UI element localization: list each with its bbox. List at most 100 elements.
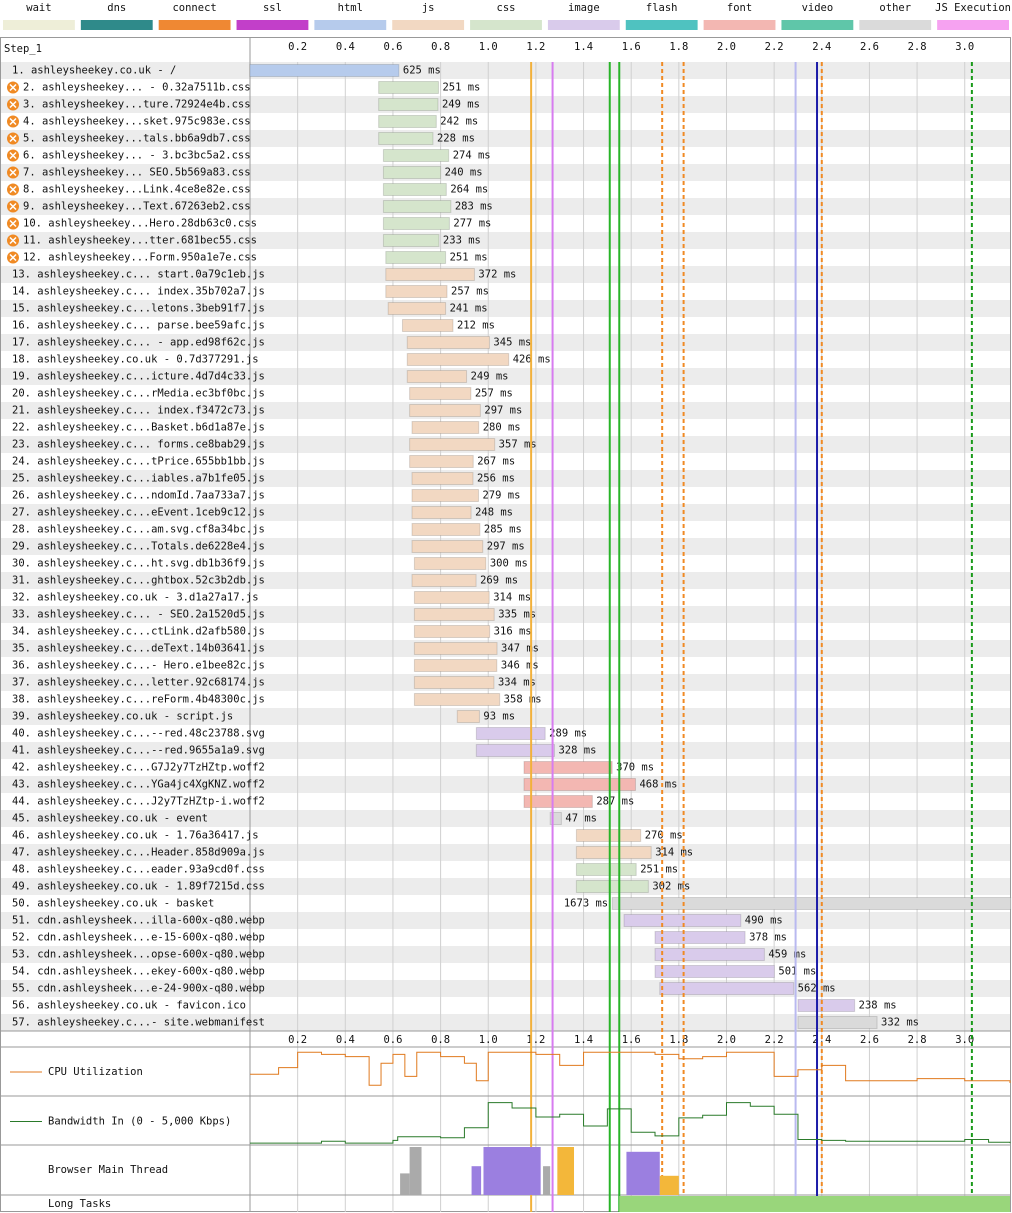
request-label: 10. ashleysheekey...Hero.28db63c0.css (23, 218, 257, 230)
request-time: 267 ms (477, 456, 515, 468)
legend-label: ssl (263, 2, 282, 14)
row-shade (1, 436, 1010, 453)
request-time: 289 ms (549, 728, 587, 740)
request-time: 256 ms (477, 473, 515, 485)
main-thread-block (659, 1175, 679, 1195)
request-bar (659, 982, 795, 995)
request-time: 297 ms (487, 541, 525, 553)
request-bar (409, 438, 496, 451)
x-tick-label-bottom: 1.0 (479, 1034, 498, 1046)
x-tick-label: 2.8 (908, 41, 927, 53)
legend-label: dns (107, 2, 126, 14)
request-label: 51. cdn.ashleysheek...illa-600x-q80.webp (12, 915, 265, 927)
row-shade (1, 368, 1010, 385)
request-label: 21. ashleysheekey.c... index.f3472c73.js (12, 405, 265, 417)
legend-label: video (802, 2, 834, 14)
x-tick-label-bottom: 3.0 (955, 1034, 974, 1046)
request-time: 468 ms (639, 779, 677, 791)
request-time: 316 ms (494, 626, 532, 638)
request-time: 328 ms (558, 745, 596, 757)
x-tick-label: 1.2 (526, 41, 545, 53)
x-tick-label-bottom: 1.4 (574, 1034, 593, 1046)
x-tick-label-bottom: 1.2 (526, 1034, 545, 1046)
request-time: 251 ms (640, 864, 678, 876)
legend-swatch (859, 20, 932, 30)
legend-swatch (703, 20, 776, 30)
request-bar (382, 149, 450, 162)
request-label: 57. ashleysheekey.c...- site.webmanifest (12, 1017, 265, 1029)
warning-cross (9, 185, 17, 194)
request-label: 24. ashleysheekey.c...tPrice.655bb1bb.js (12, 456, 265, 468)
request-bar (575, 829, 642, 842)
x-tick-label-bottom: 2.0 (717, 1034, 736, 1046)
x-tick-label-bottom: 0.4 (336, 1034, 355, 1046)
request-label: 11. ashleysheekey...tter.681bec55.css (23, 235, 257, 247)
row-shade (1, 640, 1010, 657)
request-time: 297 ms (484, 405, 522, 417)
request-label: 47. ashleysheekey.c...Header.858d909a.js (12, 847, 265, 859)
request-bar (797, 999, 856, 1012)
legend-label: other (879, 2, 911, 14)
request-bar (413, 642, 498, 655)
request-label: 30. ashleysheekey.c...ht.svg.db1b36f9.js (12, 558, 265, 570)
request-label: 55. cdn.ashleysheek...e-24-900x-q80.webp (12, 983, 265, 995)
request-bar (549, 812, 562, 825)
request-bar (413, 591, 490, 604)
row-shade (1, 878, 1010, 895)
warning-cross (9, 219, 17, 228)
row-shade (1, 810, 1010, 827)
main-thread-block (471, 1166, 482, 1195)
request-label: 29. ashleysheekey.c...Totals.de6228e4.js (12, 541, 265, 553)
x-tick-label-bottom: 1.6 (622, 1034, 641, 1046)
request-bar (406, 336, 490, 349)
x-tick-label: 1.4 (574, 41, 593, 53)
request-time: 241 ms (450, 303, 488, 315)
frame (0, 37, 1011, 1212)
request-time: 501 ms (778, 966, 816, 978)
request-time: 212 ms (457, 320, 495, 332)
request-time: 283 ms (455, 201, 493, 213)
request-time: 490 ms (745, 915, 783, 927)
request-time: 370 ms (616, 762, 654, 774)
request-time: 238 ms (859, 1000, 897, 1012)
request-time: 314 ms (493, 592, 531, 604)
row-shade (1, 402, 1010, 419)
request-label: 34. ashleysheekey.c...ctLink.d2afb580.js (12, 626, 265, 638)
request-bar (409, 404, 481, 417)
request-label: 31. ashleysheekey.c...ghtbox.52c3b2db.js (12, 575, 265, 587)
request-time: 334 ms (498, 677, 536, 689)
request-label: 45. ashleysheekey.co.uk - event (12, 813, 208, 825)
legend-swatch (547, 20, 620, 30)
legend-label: flash (646, 2, 678, 14)
request-time: 372 ms (478, 269, 516, 281)
x-tick-label: 3.0 (955, 41, 974, 53)
row-shade (1, 912, 1010, 929)
request-label: 25. ashleysheekey.c...iables.a7b1fe05.js (12, 473, 265, 485)
request-bar (411, 489, 479, 502)
request-label: 36. ashleysheekey.c...- Hero.e1bee82c.js (12, 660, 265, 672)
request-bar (378, 98, 439, 111)
warning-cross (9, 168, 17, 177)
request-bar (411, 506, 472, 519)
x-tick-label: 0.2 (288, 41, 307, 53)
x-tick-label-bottom: 2.2 (765, 1034, 784, 1046)
warning-cross (9, 134, 17, 143)
legend-swatch (781, 20, 854, 30)
request-label: 18. ashleysheekey.co.uk - 0.7d377291.js (12, 354, 259, 366)
x-tick-label: 2.4 (812, 41, 831, 53)
request-label: 32. ashleysheekey.co.uk - 3.d1a27a17.js (12, 592, 259, 604)
request-bar (575, 880, 649, 893)
request-bar (411, 472, 474, 485)
x-tick-label: 1.8 (669, 41, 688, 53)
step-label: Step_1 (4, 43, 42, 55)
request-time: 287 ms (596, 796, 634, 808)
request-label: 42. ashleysheekey.c...G7J2y7TzHZtp.woff2 (12, 762, 265, 774)
request-bar (387, 302, 447, 315)
request-label: 46. ashleysheekey.co.uk - 1.76a36417.js (12, 830, 259, 842)
warning-cross (9, 253, 17, 262)
panel-label: Long Tasks (48, 1198, 111, 1210)
x-tick-label-bottom: 0.8 (431, 1034, 450, 1046)
request-bar (401, 319, 454, 332)
request-bar (382, 217, 450, 230)
x-tick-label: 2.2 (765, 41, 784, 53)
